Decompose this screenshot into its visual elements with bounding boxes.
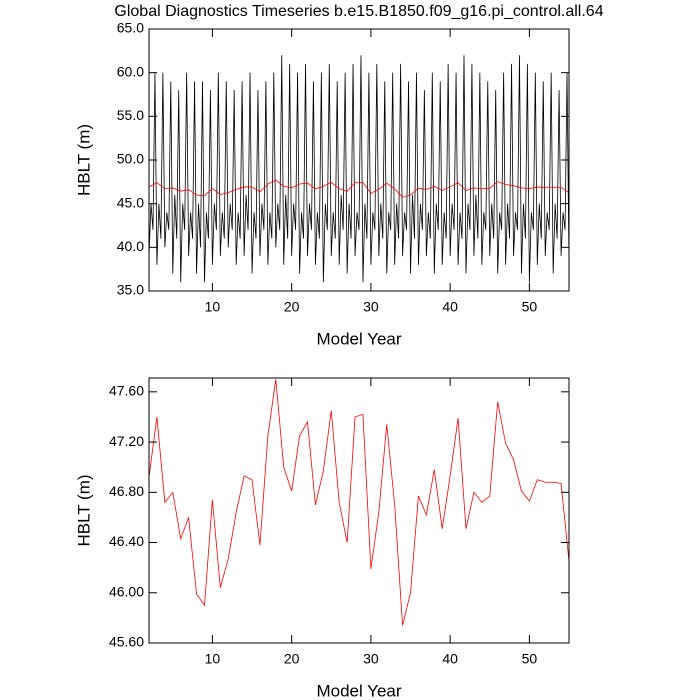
x-tick-label: 10 bbox=[205, 299, 221, 315]
x-tick-label: 20 bbox=[284, 651, 300, 667]
y-tick-label: 65.0 bbox=[117, 20, 144, 36]
x-tick-label: 40 bbox=[442, 299, 458, 315]
x-tick-label: 30 bbox=[363, 299, 379, 315]
y-tick-label: 35.0 bbox=[117, 282, 144, 298]
data-line bbox=[148, 179, 570, 198]
x-tick-label: 10 bbox=[205, 651, 221, 667]
y-tick-label: 45.0 bbox=[117, 194, 144, 210]
y-tick-label: 50.0 bbox=[117, 151, 144, 167]
x-axis-label: Model Year bbox=[316, 681, 401, 700]
y-tick-label: 45.60 bbox=[109, 634, 144, 650]
x-tick-label: 30 bbox=[363, 651, 379, 667]
x-tick-label: 50 bbox=[522, 299, 538, 315]
y-tick-label: 40.0 bbox=[117, 238, 144, 254]
y-axis-label: HBLT (m) bbox=[74, 124, 93, 196]
y-tick-label: 46.80 bbox=[109, 483, 144, 499]
x-tick-label: 20 bbox=[284, 299, 300, 315]
plot-frame bbox=[148, 377, 570, 644]
data-line bbox=[148, 379, 570, 626]
x-tick-label: 40 bbox=[442, 651, 458, 667]
data-line bbox=[148, 55, 570, 283]
y-tick-label: 47.60 bbox=[109, 383, 144, 399]
y-tick-label: 55.0 bbox=[117, 107, 144, 123]
y-tick-label: 46.40 bbox=[109, 533, 144, 549]
x-tick-label: 50 bbox=[522, 651, 538, 667]
x-axis-label: Model Year bbox=[316, 329, 401, 348]
y-tick-label: 46.00 bbox=[109, 583, 144, 599]
y-axis-label: HBLT (m) bbox=[74, 474, 93, 546]
y-tick-label: 47.20 bbox=[109, 433, 144, 449]
y-tick-label: 60.0 bbox=[117, 63, 144, 79]
chart-title: Global Diagnostics Timeseries b.e15.B185… bbox=[114, 3, 603, 20]
